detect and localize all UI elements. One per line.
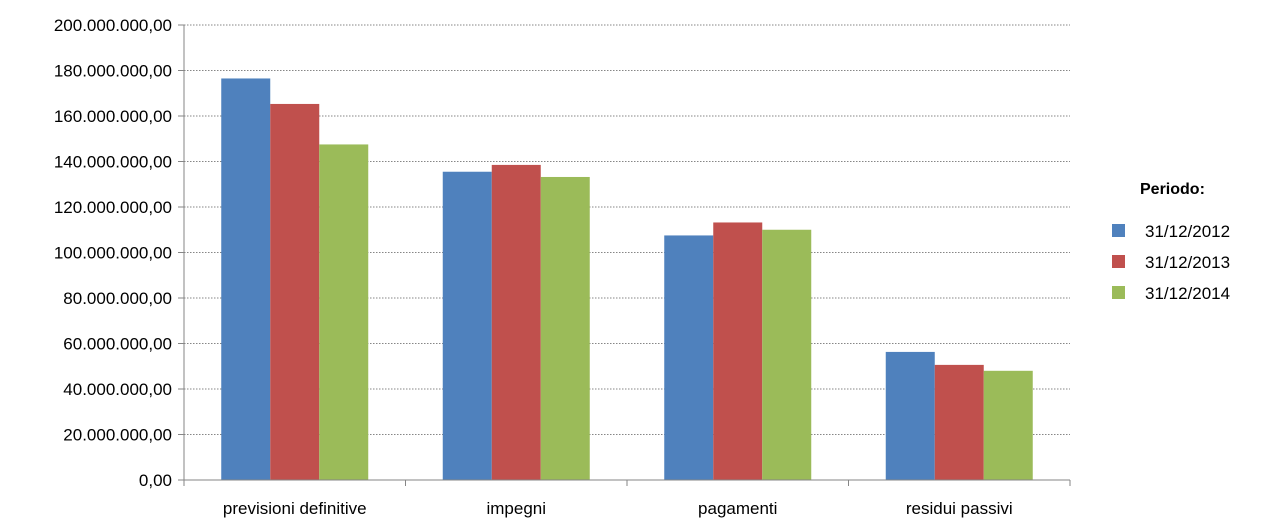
category-label: previsioni definitive [223, 499, 367, 518]
bar [934, 364, 984, 480]
y-tick-label: 20.000.000,00 [63, 426, 172, 445]
legend-swatch [1112, 255, 1125, 268]
y-tick-label: 60.000.000,00 [63, 335, 172, 354]
bar [885, 351, 935, 480]
bar [442, 171, 492, 481]
category-label: impegni [486, 499, 546, 518]
bar [762, 229, 812, 480]
bar [221, 78, 271, 481]
y-tick-label: 40.000.000,00 [63, 380, 172, 399]
y-tick-label: 180.000.000,00 [54, 62, 172, 81]
bars [221, 78, 1033, 481]
legend: Periodo: 31/12/2012 31/12/2013 31/12/2014 [1112, 181, 1230, 303]
legend-label: 31/12/2012 [1145, 222, 1230, 241]
bar [491, 164, 541, 480]
y-tick-label: 140.000.000,00 [54, 153, 172, 172]
legend-label: 31/12/2013 [1145, 253, 1230, 272]
category-label: residui passivi [906, 499, 1013, 518]
category-label: pagamenti [698, 499, 777, 518]
bar [540, 176, 590, 480]
legend-label: 31/12/2014 [1145, 284, 1230, 303]
y-tick-label: 160.000.000,00 [54, 107, 172, 126]
bar [983, 370, 1033, 480]
y-tick-label: 200.000.000,00 [54, 16, 172, 35]
y-tick-label: 100.000.000,00 [54, 244, 172, 263]
bar [319, 144, 369, 480]
legend-swatch [1112, 224, 1125, 237]
bar [713, 222, 763, 480]
y-tick-label: 0,00 [139, 471, 172, 490]
legend-title: Periodo: [1140, 181, 1205, 198]
legend-swatch [1112, 286, 1125, 299]
bar [664, 235, 714, 480]
bar [270, 103, 320, 480]
x-tick-marks [183, 480, 1071, 486]
category-labels: previsioni definitive impegni pagamenti res… [223, 499, 1013, 518]
y-tick-label: 80.000.000,00 [63, 289, 172, 308]
y-tick-label: 120.000.000,00 [54, 198, 172, 217]
y-tick-labels: 0,00 20.000.000,00 40.000.000,00 60.000.000… [54, 16, 184, 490]
